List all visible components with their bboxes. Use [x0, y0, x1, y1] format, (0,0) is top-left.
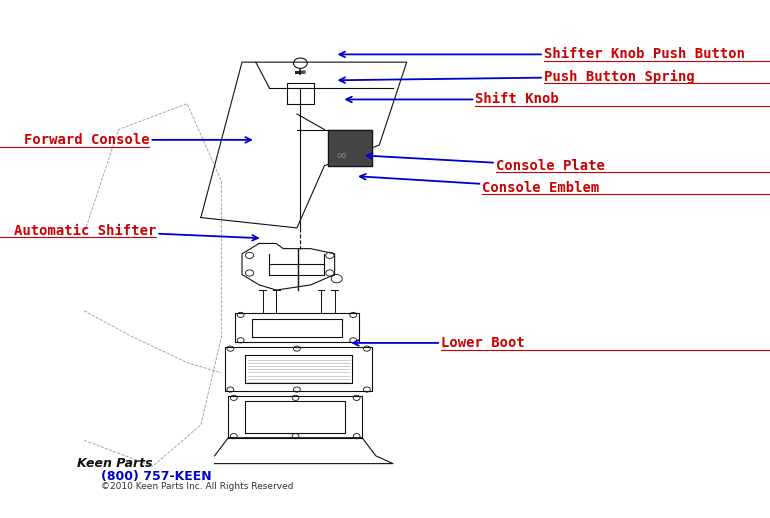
Text: Shift Knob: Shift Knob [346, 92, 559, 107]
Text: ©2010 Keen Parts Inc. All Rights Reserved: ©2010 Keen Parts Inc. All Rights Reserve… [102, 482, 294, 492]
Text: Console Emblem: Console Emblem [360, 174, 599, 195]
Text: Lower Boot: Lower Boot [353, 336, 525, 350]
Text: Automatic Shifter: Automatic Shifter [14, 223, 258, 240]
Text: Push Button Spring: Push Button Spring [340, 69, 695, 84]
Text: Keen Parts: Keen Parts [77, 457, 153, 470]
Text: Forward Console: Forward Console [24, 133, 251, 147]
Polygon shape [328, 130, 373, 166]
Text: Shifter Knob Push Button: Shifter Knob Push Button [340, 47, 745, 62]
Text: oo: oo [336, 151, 346, 160]
Text: Console Plate: Console Plate [367, 153, 604, 173]
Text: (800) 757-KEEN: (800) 757-KEEN [102, 470, 212, 483]
